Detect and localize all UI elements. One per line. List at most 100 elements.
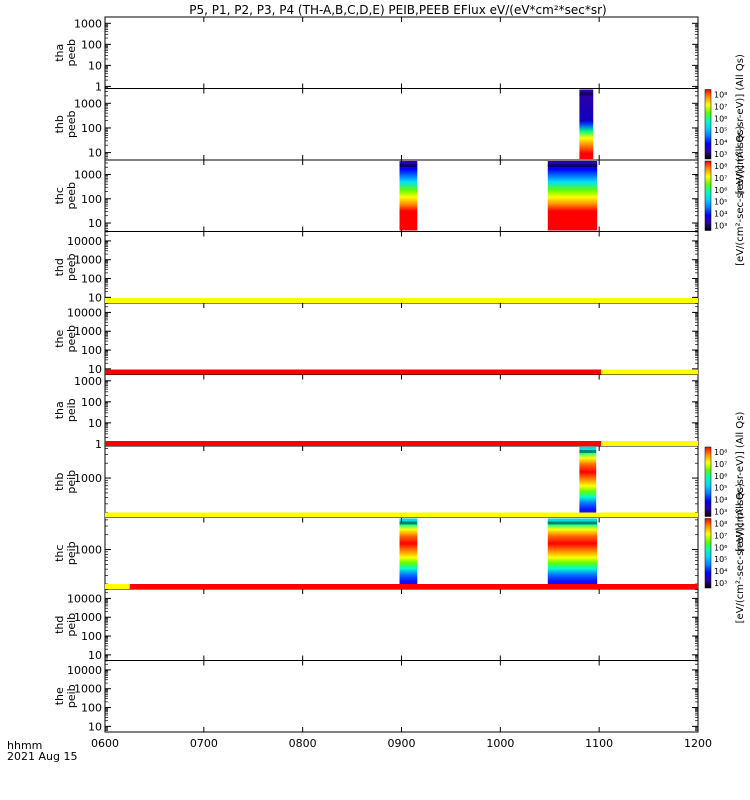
y-tick-label: 10000 (67, 664, 102, 677)
x-tick-label: 0700 (190, 737, 218, 750)
x-tick-label: 1200 (684, 737, 712, 750)
x-axis-label-hhmm: hhmm (7, 739, 42, 752)
y-tick-label: 1000 (74, 683, 102, 696)
colorbar-tick-label: 10⁷ (714, 460, 727, 469)
y-tick-label: 1000 (74, 325, 102, 338)
status-ribbon (105, 298, 698, 303)
spectrogram-dark-band (579, 92, 594, 96)
spectrogram-dark-band (399, 164, 418, 167)
colorbar-label: [eV/(cm²-sec-sr-eV)] (All Qs) (735, 54, 746, 194)
colorbar-label: [eV/(cm²-sec-sr-eV)] (All Qs) (735, 412, 746, 552)
colorbar-label: [eV/(cm²-sec-sr-eV)] (All Qs) (735, 126, 746, 266)
y-axis-label-product: peeb (65, 182, 78, 210)
y-axis-label-product: peeb (65, 253, 78, 281)
x-tick-label: 0600 (91, 737, 119, 750)
y-tick-label: 1000 (74, 17, 102, 30)
y-axis-label-product: peib (65, 398, 78, 422)
y-axis-label-probe: tha (53, 44, 66, 62)
y-tick-label: 1000 (74, 472, 102, 485)
colorbar-tick-label: 10⁴ (714, 567, 727, 576)
y-axis-label-product: peib (65, 470, 78, 494)
y-axis-label-probe: the (53, 329, 66, 347)
panel-frame (104, 88, 699, 161)
y-axis-label-probe: tha (53, 401, 66, 419)
spectrogram-block (399, 161, 418, 231)
colorbar-tick-label: 10⁴ (714, 496, 727, 505)
y-axis-label-product: peib (65, 613, 78, 637)
x-axis-label-date: 2021 Aug 15 (7, 750, 77, 763)
panel-the: 10000 1000 100 10 the peeb (53, 298, 699, 376)
panel-frame (104, 374, 699, 447)
chart-title: P5, P1, P2, P3, P4 (TH-A,B,C,D,E) PEIB,P… (189, 3, 606, 17)
y-tick-label: 10 (88, 217, 102, 230)
y-tick-label: 100 (81, 38, 102, 51)
y-axis-label-probe: thc (53, 187, 66, 204)
status-ribbon (105, 512, 698, 518)
colorbar-tick-label: 10⁶ (714, 472, 727, 481)
spectrogram-block (579, 89, 594, 159)
y-axis-label-probe: the (53, 687, 66, 705)
spectrogram-block (547, 518, 598, 588)
colorbar (704, 446, 712, 517)
x-tick-label: 1100 (585, 737, 613, 750)
y-tick-label: 10 (88, 147, 102, 160)
spectrogram-block (579, 447, 597, 517)
panel-thep: 10000 1000 100 10 the peib (53, 660, 699, 733)
y-axis-label-probe: thd (53, 616, 66, 634)
y-tick-label: 10 (88, 417, 102, 430)
y-axis-label-probe: thb (53, 473, 66, 491)
y-tick-label: 1 (95, 80, 102, 93)
colorbar-tick-label: 10⁷ (714, 102, 727, 111)
y-tick-label: 1 (95, 438, 102, 451)
colorbar-label: [eV/(cm²-sec-sr-eV)] (All Qs) (735, 483, 746, 623)
y-tick-label: 1000 (74, 97, 102, 110)
panel-thap: 1000 100 10 1 tha peib (53, 369, 699, 451)
colorbar-tick-label: 10⁸ (714, 91, 727, 100)
y-tick-label: 100 (81, 273, 102, 286)
panel-frame (104, 302, 699, 375)
panel-thb: 1000 100 10 thb peeb 10⁸ 10⁷ 10⁶ 10⁵ 10⁴ 10³ [eV/(c… (53, 54, 746, 194)
y-tick-label: 1000 (74, 544, 102, 557)
status-ribbon (129, 584, 699, 589)
y-tick-label: 10000 (67, 592, 102, 605)
y-axis-label-product: peib (65, 541, 78, 565)
y-tick-label: 100 (81, 702, 102, 715)
colorbar-tick-label: 10⁵ (714, 126, 727, 135)
colorbar-tick-label: 10³ (714, 508, 727, 517)
y-tick-label: 10 (88, 59, 102, 72)
y-tick-label: 1000 (74, 169, 102, 182)
colorbar-tick-label: 10⁸ (714, 448, 727, 457)
spectrogram-dark-band (547, 521, 598, 525)
panel-thbp: 1000 thb peib 10⁸ 10⁷ 10⁶ 10⁵ 10⁴ 10³ [eV/(cm²-se… (53, 412, 746, 552)
y-tick-label: 100 (81, 344, 102, 357)
panel-frame (104, 660, 699, 733)
y-tick-label: 10 (88, 720, 102, 733)
status-ribbon (105, 441, 602, 446)
colorbar-tick-label: 10⁶ (714, 114, 727, 123)
colorbar-tick-label: 10³ (714, 579, 727, 588)
colorbar-tick-label: 10⁸ (714, 520, 727, 529)
status-ribbon (105, 584, 130, 589)
spectrogram-block (547, 161, 598, 231)
y-axis-label-probe: thb (53, 115, 66, 133)
colorbar (704, 89, 712, 160)
spectrogram-dark-band (399, 521, 418, 525)
colorbar-tick-label: 10⁴ (714, 138, 727, 147)
y-axis-label-probe: thc (53, 545, 66, 562)
spectrogram-block (399, 518, 418, 588)
colorbar-tick-label: 10⁶ (714, 543, 727, 552)
status-ribbon (601, 441, 698, 446)
panel-frame (104, 588, 699, 661)
panel-thdp: 10000 1000 100 10 thd peib (53, 584, 699, 662)
y-axis-label-product: peeb (65, 39, 78, 67)
colorbar-tick-label: 10⁶ (714, 186, 727, 195)
spectrogram-dark-band (547, 164, 598, 167)
colorbar-tick-label: 10³ (714, 150, 727, 159)
colorbar-tick-label: 10⁴ (714, 210, 727, 219)
y-tick-label: 10000 (67, 306, 102, 319)
y-tick-label: 100 (81, 122, 102, 135)
y-axis-label-product: peib (65, 684, 78, 708)
colorbar-tick-label: 10⁵ (714, 555, 727, 564)
colorbar-tick-label: 10⁵ (714, 484, 727, 493)
